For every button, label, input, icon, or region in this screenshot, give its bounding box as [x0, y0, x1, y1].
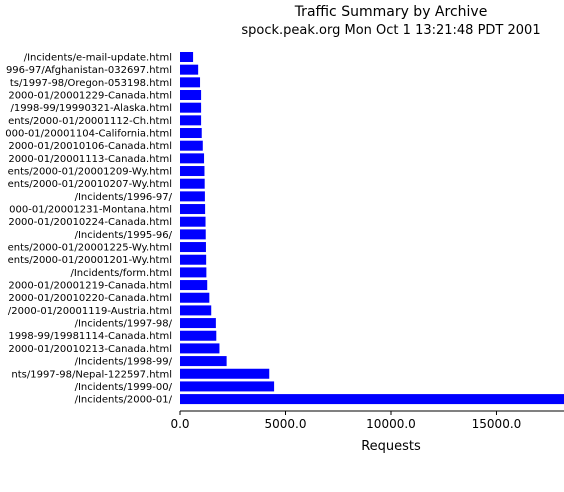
category-labels: /Incidents/e-mail-update.html996-97/Afgh… [5, 53, 172, 406]
bar [180, 140, 203, 151]
category-label: /Incidents/1997-98/ [75, 319, 173, 330]
bar [180, 267, 207, 278]
bar [180, 52, 194, 62]
x-axis-label: Requests [361, 439, 421, 454]
bar [180, 77, 201, 88]
bar [180, 64, 199, 75]
category-label: /2000-01/20001119-Austria.html [8, 306, 172, 317]
x-tick-label: 0.0 [170, 417, 189, 431]
category-label: 2000-01/20001229-Canada.html [8, 91, 172, 102]
category-label: ents/2000-01/20001112-Ch.html [8, 116, 172, 127]
bar [180, 90, 202, 101]
category-label: /Incidents/2000-01/ [75, 395, 173, 406]
bar [180, 394, 564, 405]
bar [180, 166, 205, 177]
bar [180, 115, 202, 126]
bar [180, 292, 210, 303]
category-label: ts/1997-98/Oregon-053198.html [10, 78, 172, 89]
category-label: ents/2000-01/20001201-Wy.html [8, 255, 172, 266]
category-label: 2000-01/20010220-Canada.html [8, 293, 172, 304]
category-label: ents/2000-01/20010207-Wy.html [8, 179, 172, 190]
category-label: /Incidents/1996-97/ [75, 192, 173, 203]
category-label: 000-01/20001104-California.html [5, 129, 172, 140]
category-label: 1998-99/19981114-Canada.html [8, 331, 172, 342]
category-label: nts/1997-98/Nepal-122597.html [11, 369, 172, 380]
bar [180, 318, 216, 329]
x-axis-ticks: 0.0 5000.0 10000.0 15000.0 [170, 411, 521, 431]
bar [180, 368, 270, 379]
bar [180, 356, 227, 367]
category-label: 2000-01/20010106-Canada.html [8, 141, 172, 152]
category-label: 2000-01/20001219-Canada.html [8, 281, 172, 292]
bar [180, 343, 220, 354]
chart-title: Traffic Summary by Archive [294, 4, 488, 20]
bar [180, 178, 205, 189]
bar [180, 102, 202, 113]
bar [180, 229, 206, 240]
category-label: /Incidents/1995-96/ [75, 230, 173, 241]
category-label: 2000-01/20010213-Canada.html [8, 344, 172, 355]
category-label: ents/2000-01/20001225-Wy.html [8, 243, 172, 254]
bars [180, 52, 564, 405]
bar [180, 153, 205, 164]
category-label: 996-97/Afghanistan-032697.html [6, 65, 172, 76]
bar [180, 280, 208, 291]
bar [180, 242, 206, 253]
category-label: /Incidents/1998-99/ [75, 357, 173, 368]
category-label: /1998-99/19990321-Alaska.html [11, 103, 172, 114]
bar [180, 381, 275, 392]
category-label: /Incidents/1999-00/ [75, 382, 173, 393]
bar [180, 330, 217, 341]
bar [180, 305, 212, 316]
chart-subtitle: spock.peak.org Mon Oct 1 13:21:48 PDT 20… [241, 23, 540, 38]
x-tick-label: 10000.0 [366, 417, 416, 431]
bar [180, 128, 202, 139]
bar [180, 216, 206, 227]
bar [180, 204, 206, 215]
x-tick-label: 15000.0 [472, 417, 522, 431]
bar [180, 254, 207, 265]
category-label: ents/2000-01/20001209-Wy.html [8, 167, 172, 178]
category-label: 2000-01/20001113-Canada.html [8, 154, 172, 165]
x-tick-label: 5000.0 [264, 417, 306, 431]
category-label: /Incidents/form.html [70, 268, 172, 279]
bar [180, 191, 205, 202]
category-label: 000-01/20001231-Montana.html [9, 205, 172, 216]
category-label: 2000-01/20010224-Canada.html [8, 217, 172, 228]
category-label: /Incidents/e-mail-update.html [24, 53, 172, 64]
